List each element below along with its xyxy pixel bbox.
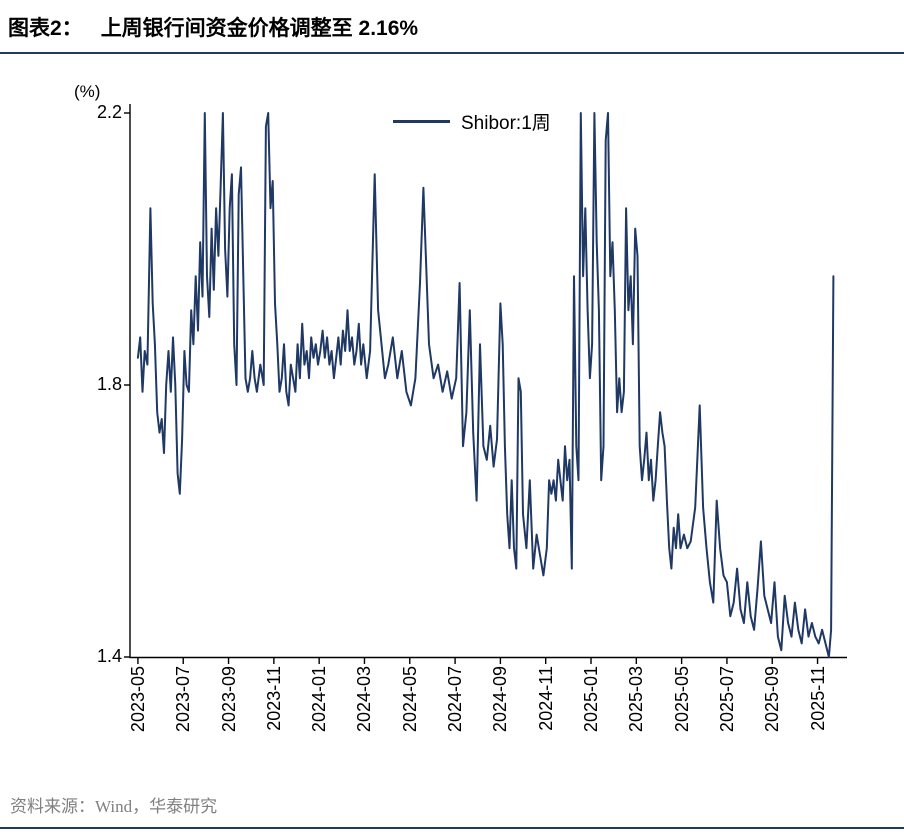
legend: Shibor:1周 — [393, 108, 551, 135]
title-rule — [0, 52, 904, 54]
x-tick-label: 2024-01 — [309, 666, 330, 733]
x-tick-label: 2025-05 — [671, 666, 692, 733]
y-tick-label: 2.2 — [96, 102, 122, 122]
source-text: 资料来源：Wind，华泰研究 — [10, 797, 218, 816]
shibor-1w-line — [136, 112, 835, 658]
legend-line-swatch — [393, 120, 450, 123]
chart-number-tag: 图表2： — [8, 17, 83, 40]
axes — [129, 104, 847, 659]
x-tick-label: 2025-03 — [626, 666, 647, 733]
x-tick-label: 2024-09 — [490, 666, 511, 733]
chart-title-text: 上周银行间资金价格调整至 2.16% — [100, 17, 419, 40]
legend-label: Shibor:1周 — [461, 113, 551, 134]
y-tick-label: 1.4 — [96, 646, 122, 666]
x-tick-label: 2023-05 — [127, 666, 148, 733]
x-tick-label: 2024-05 — [399, 666, 420, 733]
page-title: 图表2： 上周银行间资金价格调整至 2.16% — [8, 12, 418, 42]
x-tick-label: 2023-11 — [263, 666, 284, 731]
x-tick-label: 2024-07 — [445, 666, 466, 733]
x-tick-label: 2025-07 — [716, 666, 737, 733]
x-tick-label: 2025-09 — [762, 666, 783, 733]
footer-rule — [0, 827, 904, 829]
x-tick-label: 2024-03 — [354, 666, 375, 733]
x-tick-label: 2023-09 — [218, 666, 239, 733]
y-tick-label: 1.8 — [96, 374, 122, 394]
x-tick-label: 2024-11 — [535, 666, 556, 731]
y-axis-unit-label: (%) — [74, 82, 101, 101]
x-tick-label: 2025-11 — [807, 666, 828, 731]
x-tick-label: 2025-01 — [581, 666, 601, 733]
x-tick-label: 2023-07 — [173, 666, 194, 733]
